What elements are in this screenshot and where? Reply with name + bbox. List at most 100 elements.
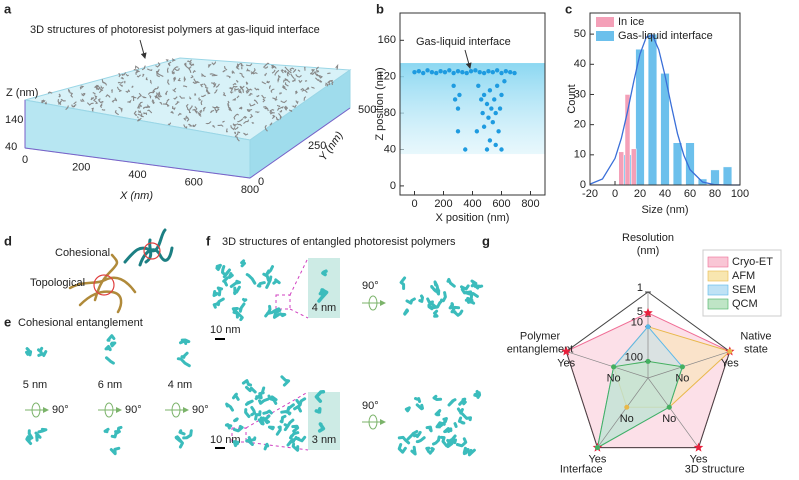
polymer-strand bbox=[178, 429, 186, 436]
y-tick-label: 80 bbox=[384, 107, 396, 119]
spoke bbox=[647, 351, 730, 379]
point bbox=[503, 69, 509, 74]
polymer-strand bbox=[233, 308, 239, 319]
polymer-strand bbox=[212, 301, 220, 309]
polymer-strand bbox=[37, 350, 48, 357]
rotation-label: 90° bbox=[362, 280, 379, 292]
spoke bbox=[597, 377, 649, 448]
polymer-strand bbox=[232, 82, 237, 86]
polymer-strand bbox=[404, 406, 411, 413]
polymer-strand bbox=[120, 76, 124, 80]
polymer-strand bbox=[248, 88, 253, 91]
polymer-strand bbox=[245, 63, 253, 67]
polymer-strand bbox=[205, 121, 212, 125]
level-label: No bbox=[620, 413, 634, 425]
point bbox=[487, 88, 493, 93]
polymer-strand bbox=[180, 338, 191, 344]
r-tick-label: 100 bbox=[625, 351, 643, 363]
panel-label: e bbox=[4, 314, 11, 329]
polymer-strand bbox=[304, 86, 310, 91]
polymer-strand bbox=[141, 96, 147, 99]
polymer-strand bbox=[188, 123, 194, 127]
polymer-strand bbox=[192, 70, 196, 74]
polymer-strand bbox=[314, 407, 322, 414]
polymer-strand bbox=[289, 67, 295, 72]
polymer-strand bbox=[229, 279, 241, 288]
polymer-strand bbox=[456, 407, 464, 415]
polymer-strand bbox=[291, 424, 300, 433]
polymer-strand bbox=[231, 69, 235, 74]
polymer-strand bbox=[165, 59, 169, 62]
axis-label: Polymer bbox=[520, 330, 561, 342]
polymer-strand bbox=[279, 110, 283, 113]
panel-title: 3D structures of photoresist polymers at… bbox=[30, 24, 320, 36]
polymer-strand bbox=[455, 437, 468, 448]
polymer-strand bbox=[271, 65, 275, 69]
size-label: 5 nm bbox=[23, 379, 47, 391]
rotation-label: 90° bbox=[192, 404, 209, 416]
polymer-strand bbox=[246, 89, 250, 94]
polymer-strand bbox=[110, 89, 113, 94]
polymer-strand bbox=[279, 106, 284, 110]
polymer-strand bbox=[105, 94, 111, 98]
polymer-strand bbox=[142, 73, 145, 77]
point bbox=[434, 70, 439, 76]
polymer-strand bbox=[271, 69, 276, 74]
polymer-strand bbox=[228, 87, 233, 92]
polymer-strand bbox=[291, 442, 300, 452]
polymer-strand bbox=[263, 106, 269, 112]
polymer-strand bbox=[183, 124, 188, 129]
polymer-strand bbox=[137, 110, 142, 114]
polymer-strand bbox=[216, 286, 224, 297]
polymer-strand bbox=[205, 87, 209, 93]
polymer-strand bbox=[137, 117, 142, 122]
axis-label: 3D structure bbox=[685, 464, 745, 476]
polymer-strand bbox=[171, 87, 177, 93]
polymer-strand bbox=[192, 108, 198, 114]
plot-frame bbox=[589, 12, 741, 186]
polymer-strand bbox=[288, 109, 293, 113]
polymer-strand bbox=[450, 305, 461, 314]
polymer-strand bbox=[248, 108, 253, 112]
polymer-strand bbox=[131, 95, 135, 101]
polymer-strand bbox=[304, 80, 308, 82]
point bbox=[455, 106, 461, 111]
point bbox=[447, 68, 452, 73]
y-tick-label: 0 bbox=[258, 176, 264, 188]
polymer-strand bbox=[249, 103, 256, 107]
point bbox=[486, 69, 491, 74]
polymer-strand bbox=[190, 75, 194, 79]
polymer-strand bbox=[166, 98, 170, 102]
scale-label: 10 nm bbox=[210, 434, 241, 446]
x-tick-label: 400 bbox=[128, 169, 146, 181]
point bbox=[412, 69, 417, 75]
polymer-strand bbox=[134, 65, 140, 70]
polymer-strand bbox=[99, 102, 103, 109]
polymer-strand bbox=[315, 66, 319, 70]
polymer-strand bbox=[81, 92, 85, 97]
polymer-strand bbox=[121, 72, 127, 77]
polymer-strand bbox=[397, 443, 407, 454]
polymer-strand bbox=[432, 394, 443, 401]
legend-label: AFM bbox=[732, 270, 755, 282]
polymer-strand bbox=[254, 393, 263, 401]
polymer-strand bbox=[317, 422, 326, 433]
polymer-strand bbox=[272, 278, 281, 285]
axis-title: X (nm) bbox=[119, 190, 153, 202]
polymer-strand bbox=[262, 272, 270, 282]
panel-title: 3D structures of entangled photoresist p… bbox=[222, 236, 456, 248]
polymer-strand bbox=[275, 116, 280, 121]
spoke bbox=[566, 351, 649, 379]
polymer-strand bbox=[244, 408, 251, 418]
polymer-strand bbox=[433, 309, 439, 318]
polymer-strand bbox=[127, 99, 132, 104]
polymer-strand bbox=[285, 78, 291, 83]
polymer-strand bbox=[262, 409, 273, 415]
polymer-strand bbox=[317, 288, 329, 303]
radar-point bbox=[624, 404, 630, 410]
polymer-strand bbox=[186, 108, 191, 114]
point bbox=[484, 101, 490, 107]
polymer-strand bbox=[432, 435, 441, 446]
polymer-strand bbox=[228, 272, 234, 279]
x-tick-label: 40 bbox=[659, 188, 671, 200]
